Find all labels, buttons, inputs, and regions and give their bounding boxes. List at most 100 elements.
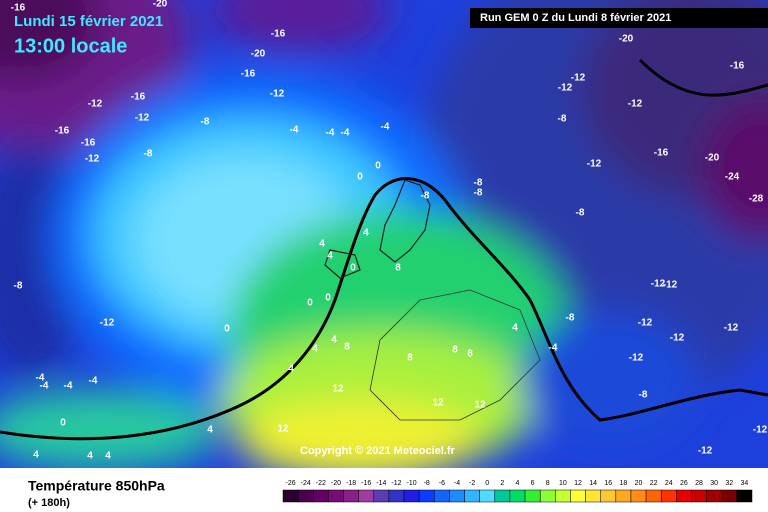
lead-time: (+ 180h) <box>28 497 70 509</box>
contour-label: -16 <box>271 29 286 40</box>
scale-cell <box>494 489 511 503</box>
contour-label: -8 <box>639 390 648 401</box>
scale-label: 24 <box>665 480 673 487</box>
contour-label: -16 <box>55 126 70 137</box>
contour-label: -12 <box>88 99 103 110</box>
contour-label: 8 <box>344 342 350 353</box>
contour-label: -12 <box>670 333 685 344</box>
contour-label: -12 <box>270 89 285 100</box>
contour-label: -12 <box>724 323 739 334</box>
contour-label: -12 <box>85 154 100 165</box>
copyright: Copyright © 2021 Meteociel.fr <box>300 445 456 457</box>
contour-label: -4 <box>381 122 390 133</box>
scale-cell <box>373 489 390 503</box>
scale-label: -22 <box>316 480 326 487</box>
scale-cell <box>434 489 450 503</box>
scale-label: 12 <box>574 480 582 487</box>
scale-cell <box>464 489 480 503</box>
contour-label: -16 <box>131 92 146 103</box>
scale-label: -24 <box>301 480 311 487</box>
scale-cell <box>736 489 753 503</box>
contour-label: -4 <box>89 376 98 387</box>
scale-cell <box>539 489 556 503</box>
contour-label: -4 <box>341 128 350 139</box>
contour-label: -20 <box>619 34 634 45</box>
contour-label: 4 <box>33 450 39 461</box>
scale-cell <box>297 489 314 503</box>
contour-label: -12 <box>558 83 573 94</box>
scale-label: 14 <box>589 480 597 487</box>
contour-label: -16 <box>81 138 96 149</box>
contour-label: 8 <box>467 349 473 360</box>
scale-cell <box>524 489 541 503</box>
contour-label: 0 <box>307 298 313 309</box>
scale-cell <box>509 489 526 503</box>
time: 13:00 locale <box>14 35 127 57</box>
contour-label: 0 <box>60 418 66 429</box>
scale-label: -2 <box>469 480 475 487</box>
contour-label: 4 <box>207 425 213 436</box>
contour-label: 0 <box>325 293 331 304</box>
scale-cell <box>328 489 344 503</box>
scale-cell <box>600 489 617 503</box>
contour-label: -12 <box>663 280 678 291</box>
run-box <box>470 8 768 28</box>
contour-label: 12 <box>474 400 486 411</box>
contour-label: -4 <box>326 128 335 139</box>
contour-label: -16 <box>11 3 26 14</box>
contour-label: -12 <box>571 73 586 84</box>
scale-label: -12 <box>391 480 401 487</box>
scale-cell <box>403 489 420 503</box>
scale-label: -16 <box>361 480 371 487</box>
scale-cell <box>585 489 601 503</box>
contour-label: -12 <box>587 159 602 170</box>
contour-label: 12 <box>332 384 344 395</box>
scale-label: 30 <box>710 480 718 487</box>
contour-label: -4 <box>290 125 299 136</box>
scale-cell <box>691 489 707 503</box>
scale-label: -14 <box>376 480 386 487</box>
contour-label: 0 <box>350 263 356 274</box>
scale-cell <box>388 489 405 503</box>
scale-label: -8 <box>424 480 430 487</box>
scale-cell <box>479 489 496 503</box>
contour-label: -8 <box>474 188 483 199</box>
contour-label: -16 <box>241 69 256 80</box>
contour-label: 0 <box>224 324 230 335</box>
contour-label: 4 <box>312 344 318 355</box>
contour-label: -16 <box>730 61 745 72</box>
scale-cell <box>282 489 299 503</box>
scale-label: 0 <box>485 480 489 487</box>
contour-label: -4 <box>64 381 73 392</box>
contour-label: 8 <box>395 263 401 274</box>
contour-label: 4 <box>319 239 325 250</box>
scale-label: -26 <box>286 480 296 487</box>
scale-label: 10 <box>559 480 567 487</box>
contour-label: -8 <box>421 191 430 202</box>
contour-label: -24 <box>725 172 740 183</box>
contour-label: -8 <box>566 313 575 324</box>
contour-label: 8 <box>452 345 458 356</box>
contour-label: -12 <box>651 279 666 290</box>
scale-cell <box>343 489 359 503</box>
contour-label: 4 <box>512 323 518 334</box>
contour-label: 12 <box>277 424 289 435</box>
contour-label: 4 <box>87 451 93 462</box>
scale-label: -18 <box>346 480 356 487</box>
scale-cell <box>570 489 586 503</box>
run: Run GEM 0 Z du Lundi 8 février 2021 <box>480 12 671 24</box>
contour-label: -8 <box>201 117 210 128</box>
scale-cell <box>418 489 435 503</box>
contour-label: -12 <box>135 113 150 124</box>
contour-label: 8 <box>407 353 413 364</box>
scale-cell <box>706 489 722 503</box>
contour-label: -20 <box>251 49 266 60</box>
scale-label: 4 <box>516 480 520 487</box>
scale-cell <box>676 489 692 503</box>
contour-label: -12 <box>753 425 768 436</box>
contour-label: -12 <box>100 318 115 329</box>
contour-label: 0 <box>357 172 363 183</box>
scale-cell <box>615 489 632 503</box>
contour-label: -8 <box>474 178 483 189</box>
scale-label: 16 <box>604 480 612 487</box>
